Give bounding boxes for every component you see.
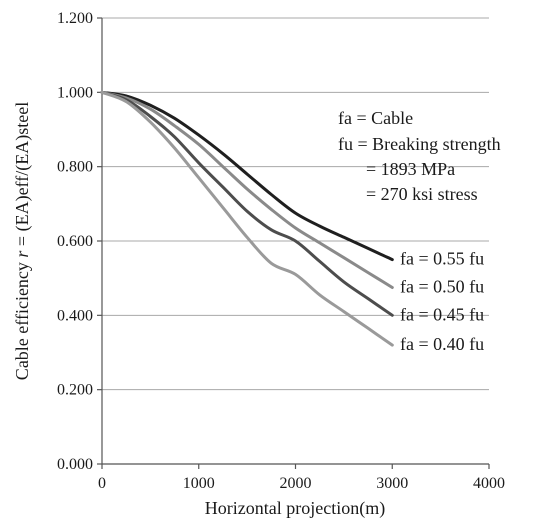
y-tick-label: 0.000 — [57, 456, 93, 473]
x-tick-label: 4000 — [473, 475, 505, 492]
y-tick-label: 1.000 — [57, 84, 93, 101]
x-axis-title: Horizontal projection(m) — [205, 498, 385, 519]
y-tick-label: 0.400 — [57, 307, 93, 324]
y-axis-title-variable: r — [12, 250, 32, 258]
y-axis-title-part-2: = (EA)eff/(EA)steel — [12, 102, 33, 251]
annotation-line-fa: fa = Cable — [338, 108, 413, 128]
x-tick-label: 2000 — [280, 475, 312, 492]
annotation-line-ksi: = 270 ksi stress — [366, 184, 478, 204]
annotation-line-mpa: = 1893 MPa — [366, 159, 455, 179]
series-line-3 — [100, 90, 394, 317]
series-line-4 — [100, 90, 394, 347]
y-tick-label: 0.800 — [57, 159, 93, 176]
series-label-3: fa = 0.45 fu — [400, 304, 484, 324]
y-tick-label: 0.200 — [57, 382, 93, 399]
x-tick-label: 0 — [98, 475, 106, 492]
x-tick-label: 1000 — [183, 475, 215, 492]
y-axis-title: Cable efficiency r = (EA)eff/(EA)steel — [12, 102, 33, 380]
series-label-1: fa = 0.55 fu — [400, 249, 484, 269]
x-tick-label: 3000 — [376, 475, 408, 492]
annotation-line-fu: fu = Breaking strength — [338, 134, 501, 154]
y-axis-title-part-1: Cable efficiency — [12, 258, 32, 381]
series-labels: fa = 0.55 fu fa = 0.50 fu fa = 0.45 fu fa =… — [400, 249, 484, 354]
y-tick-label: 1.200 — [57, 10, 93, 27]
annotation-block: fa = Cable fu = Breaking strength = 1893… — [338, 108, 501, 204]
series-label-4: fa = 0.40 fu — [400, 334, 484, 354]
y-tick-label: 0.600 — [57, 233, 93, 250]
x-ticks: 0 1000 2000 3000 4000 — [98, 464, 505, 492]
series-line-2 — [100, 90, 394, 289]
series-lines — [100, 90, 394, 347]
series-line-1 — [100, 90, 394, 262]
y-ticks: 0.000 0.200 0.400 0.600 0.800 1.000 1.200 — [57, 10, 102, 473]
series-label-2: fa = 0.50 fu — [400, 276, 484, 296]
